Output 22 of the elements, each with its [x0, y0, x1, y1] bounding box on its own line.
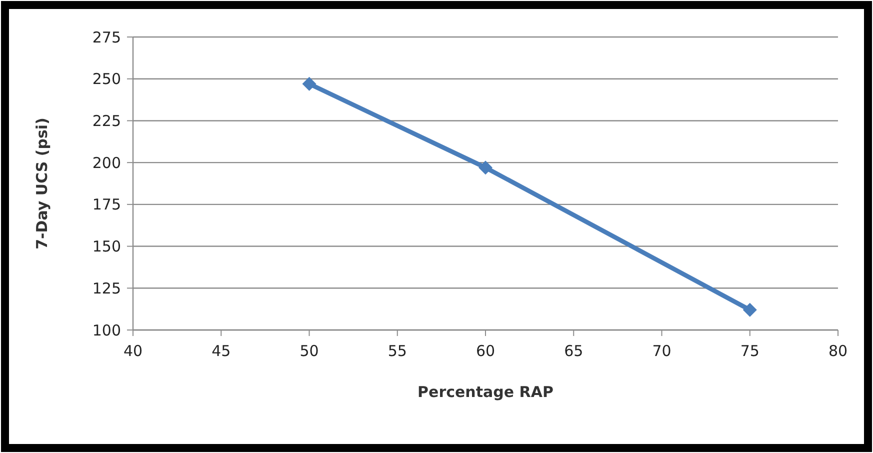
x-tick-label: 45 — [212, 342, 231, 360]
point — [302, 76, 316, 91]
y-tick-label: 250 — [92, 70, 121, 88]
y-tick-label: 125 — [92, 279, 121, 298]
y-tick-label: 150 — [92, 238, 121, 256]
x-tick-label: 50 — [300, 342, 319, 360]
y-tick-label: 275 — [92, 28, 121, 46]
x-tick-label: 75 — [740, 342, 760, 360]
y-tick-label: 100 — [92, 321, 121, 340]
x-tick-label: 60 — [476, 342, 496, 360]
y-tick-label: 225 — [92, 112, 121, 130]
point — [478, 160, 492, 175]
y-tick-label: 175 — [92, 196, 121, 214]
point — [742, 302, 757, 317]
x-axis-title: Percentage RAP — [418, 383, 554, 401]
x-tick-label: 55 — [388, 342, 407, 360]
y-axis-title: 7-Day UCS (psi) — [33, 118, 51, 250]
y-tick-label: 200 — [92, 154, 121, 172]
x-tick-label: 65 — [564, 342, 584, 360]
x-tick-label: 80 — [828, 342, 848, 360]
x-tick-label: 40 — [123, 342, 143, 360]
x-tick-label: 70 — [652, 342, 672, 360]
